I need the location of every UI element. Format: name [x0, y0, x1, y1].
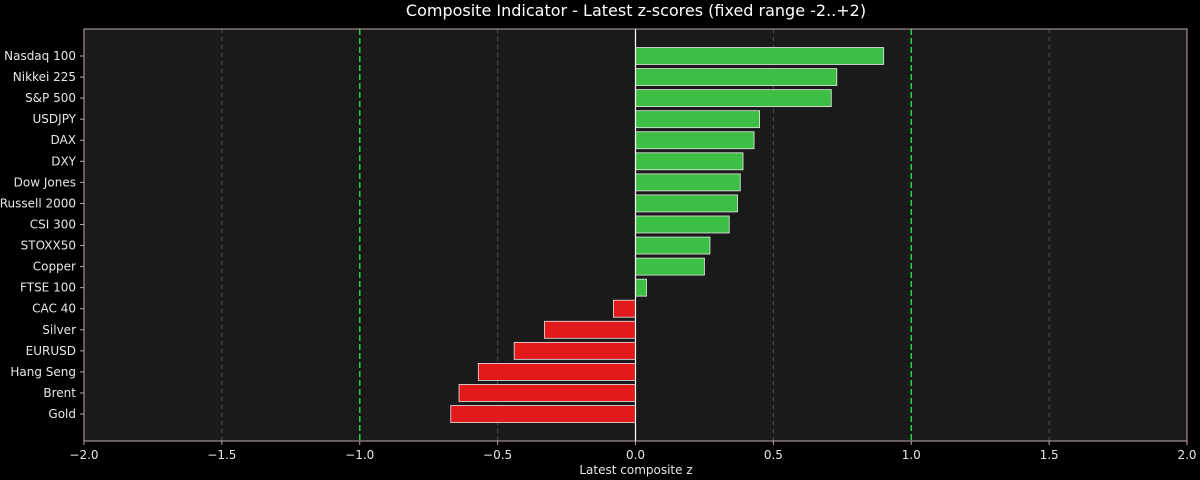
category-label: Nasdaq 100 [4, 49, 76, 63]
bar [635, 131, 755, 150]
category-labels: Nasdaq 100 Nikkei 225 S&P 500 USDJPY DAX DXY D… [0, 49, 84, 421]
category-label: Copper [33, 260, 76, 274]
bar [635, 236, 711, 255]
bar [635, 68, 838, 86]
bar [635, 89, 832, 108]
bar [450, 405, 636, 423]
bar [635, 152, 744, 171]
category-label: DXY [51, 154, 76, 168]
category-label: Nikkei 225 [13, 70, 76, 84]
x-tick-label: 2.0 [1177, 448, 1196, 462]
bar [635, 194, 738, 213]
bar [635, 173, 741, 192]
category-label: Hang Seng [10, 365, 76, 379]
x-tick-label: −0.5 [483, 448, 512, 462]
category-label: Dow Jones [14, 175, 76, 189]
x-tick-label: 0.5 [764, 448, 783, 462]
bar [513, 341, 636, 360]
category-label: CSI 300 [30, 217, 76, 231]
category-label: Russell 2000 [0, 196, 76, 210]
category-label: DAX [51, 133, 76, 147]
x-tick-label: 0.0 [626, 448, 645, 462]
x-tick-label: 1.5 [1040, 448, 1059, 462]
category-label: Gold [48, 407, 76, 421]
category-label: Brent [43, 386, 76, 400]
bar [544, 320, 636, 339]
bar [635, 257, 705, 276]
x-axis-label: Latest composite z [579, 463, 692, 477]
x-tick-label: −1.0 [345, 448, 374, 462]
bar [635, 215, 730, 234]
bar [635, 110, 760, 129]
x-tick-label: −1.5 [207, 448, 236, 462]
x-tick-labels: −2.0 −1.5 −1.0 −0.5 0.0 0.5 1.0 1.5 2.0 [69, 441, 1197, 462]
x-tick-label: 1.0 [902, 448, 921, 462]
bar [635, 47, 885, 65]
bar [458, 384, 636, 402]
category-label: S&P 500 [25, 91, 76, 105]
bar [635, 278, 647, 297]
category-label: STOXX50 [21, 239, 76, 253]
x-tick-label: −2.0 [69, 448, 98, 462]
chart-title: Composite Indicator - Latest z-scores (f… [406, 1, 866, 20]
category-label: EURUSD [26, 344, 76, 358]
bars [450, 47, 885, 423]
category-label: FTSE 100 [20, 281, 76, 295]
category-label: USDJPY [33, 112, 77, 126]
bar [613, 299, 636, 318]
category-label: Silver [42, 323, 76, 337]
bar [477, 362, 636, 381]
reference-lines [359, 29, 912, 441]
category-label: CAC 40 [32, 302, 76, 316]
